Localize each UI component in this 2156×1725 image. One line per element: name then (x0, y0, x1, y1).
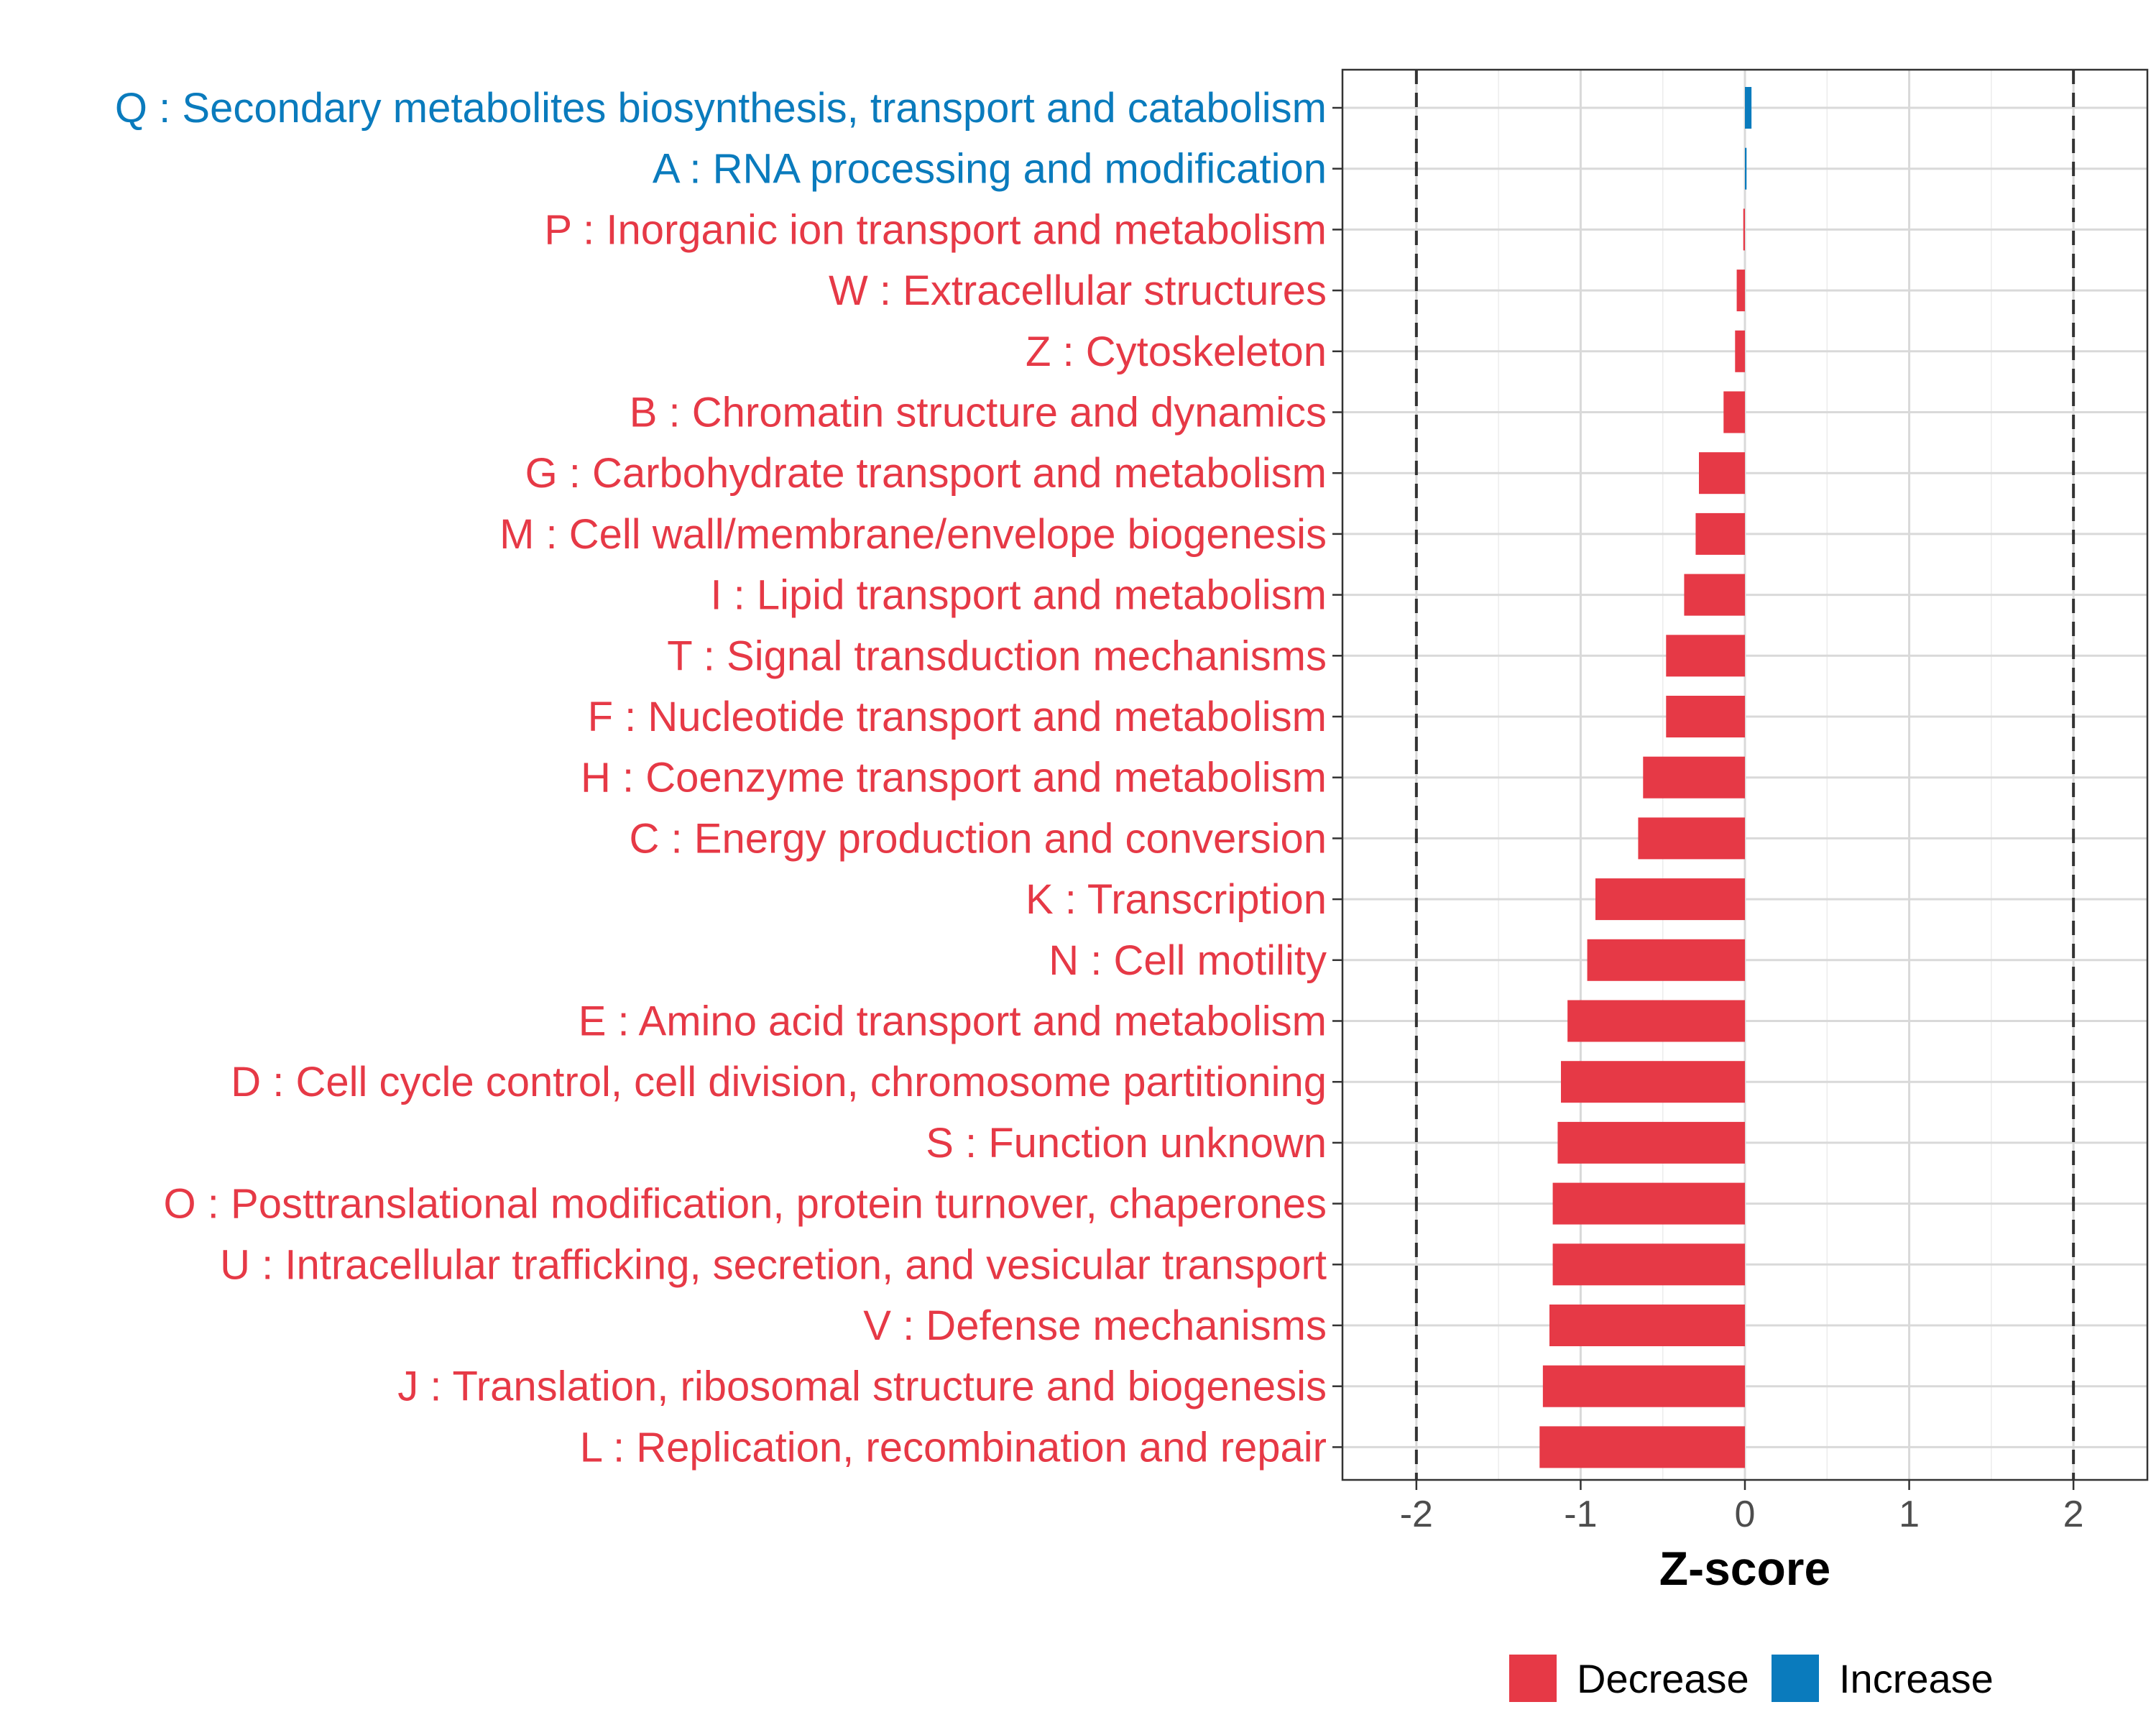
bar (1666, 696, 1745, 737)
legend-swatch (1509, 1655, 1557, 1702)
bar (1695, 512, 1745, 555)
category-label: T : Signal transduction mechanisms (667, 632, 1327, 679)
category-label: D : Cell cycle control, cell division, c… (231, 1059, 1327, 1105)
category-labels: Q : Secondary metabolites biosynthesis, … (115, 85, 1327, 1471)
x-tick-label: 1 (1899, 1494, 1920, 1535)
category-label: V : Defense mechanisms (863, 1302, 1327, 1349)
category-label: N : Cell motility (1049, 937, 1327, 984)
bar (1549, 1305, 1745, 1346)
category-label: I : Lipid transport and metabolism (710, 572, 1327, 619)
bar (1699, 452, 1745, 494)
category-label: S : Function unknown (926, 1120, 1327, 1167)
bar (1552, 1243, 1745, 1286)
category-label: K : Transcription (1026, 876, 1327, 923)
category-label: E : Amino acid transport and metabolism (579, 998, 1327, 1045)
bar (1638, 817, 1745, 860)
bar (1542, 1365, 1745, 1407)
category-label: B : Chromatin structure and dynamics (630, 390, 1327, 436)
bar (1745, 87, 1752, 129)
category-label: F : Nucleotide transport and metabolism (588, 694, 1327, 740)
x-tick-label: 2 (2063, 1494, 2084, 1535)
x-tick-label: 0 (1735, 1494, 1756, 1535)
x-tick-labels: -2 -1 0 1 2 (1400, 1494, 2084, 1535)
bar (1723, 391, 1745, 433)
bar (1595, 878, 1745, 921)
category-label: Z : Cytoskeleton (1026, 328, 1327, 375)
category-label: P : Inorganic ion transport and metaboli… (544, 206, 1327, 253)
legend-swatch (1772, 1655, 1819, 1702)
x-axis-ticks (1415, 1480, 2075, 1490)
category-label: O : Posttranslational modification, prot… (164, 1181, 1327, 1228)
category-label: C : Energy production and conversion (630, 815, 1327, 862)
category-label: J : Translation, ribosomal structure and… (397, 1363, 1327, 1410)
category-label: W : Extracellular structures (829, 267, 1327, 314)
x-axis-title: Z-score (1659, 1542, 1830, 1595)
bar (1539, 1426, 1745, 1468)
legend-label: Increase (1839, 1656, 1994, 1701)
bar (1587, 939, 1745, 981)
category-label: M : Cell wall/membrane/envelope biogenes… (499, 511, 1327, 558)
bar (1745, 147, 1747, 190)
category-label: A : RNA processing and modification (653, 146, 1327, 193)
bar (1736, 270, 1745, 312)
category-label: G : Carbohydrate transport and metabolis… (525, 450, 1327, 497)
category-label: L : Replication, recombination and repai… (580, 1424, 1327, 1471)
category-label: Q : Secondary metabolites biosynthesis, … (115, 85, 1327, 132)
x-tick-label: -1 (1564, 1494, 1597, 1535)
reference-lines (1414, 70, 2076, 1480)
x-tick-label: -2 (1400, 1494, 1433, 1535)
legend-label: Decrease (1577, 1656, 1749, 1701)
bar (1735, 330, 1745, 372)
bars (1539, 87, 1752, 1468)
bar (1552, 1182, 1745, 1225)
y-axis-ticks (1332, 106, 1342, 1448)
bar (1567, 1000, 1745, 1042)
bar (1743, 208, 1745, 251)
bar (1561, 1061, 1745, 1103)
bar (1557, 1121, 1745, 1164)
bar (1666, 635, 1745, 677)
legend: Decrease Increase (1509, 1655, 1994, 1702)
category-label: H : Coenzyme transport and metabolism (581, 755, 1327, 801)
bar (1684, 574, 1745, 616)
category-label: U : Intracellular trafficking, secretion… (220, 1241, 1327, 1288)
bar (1643, 756, 1745, 799)
